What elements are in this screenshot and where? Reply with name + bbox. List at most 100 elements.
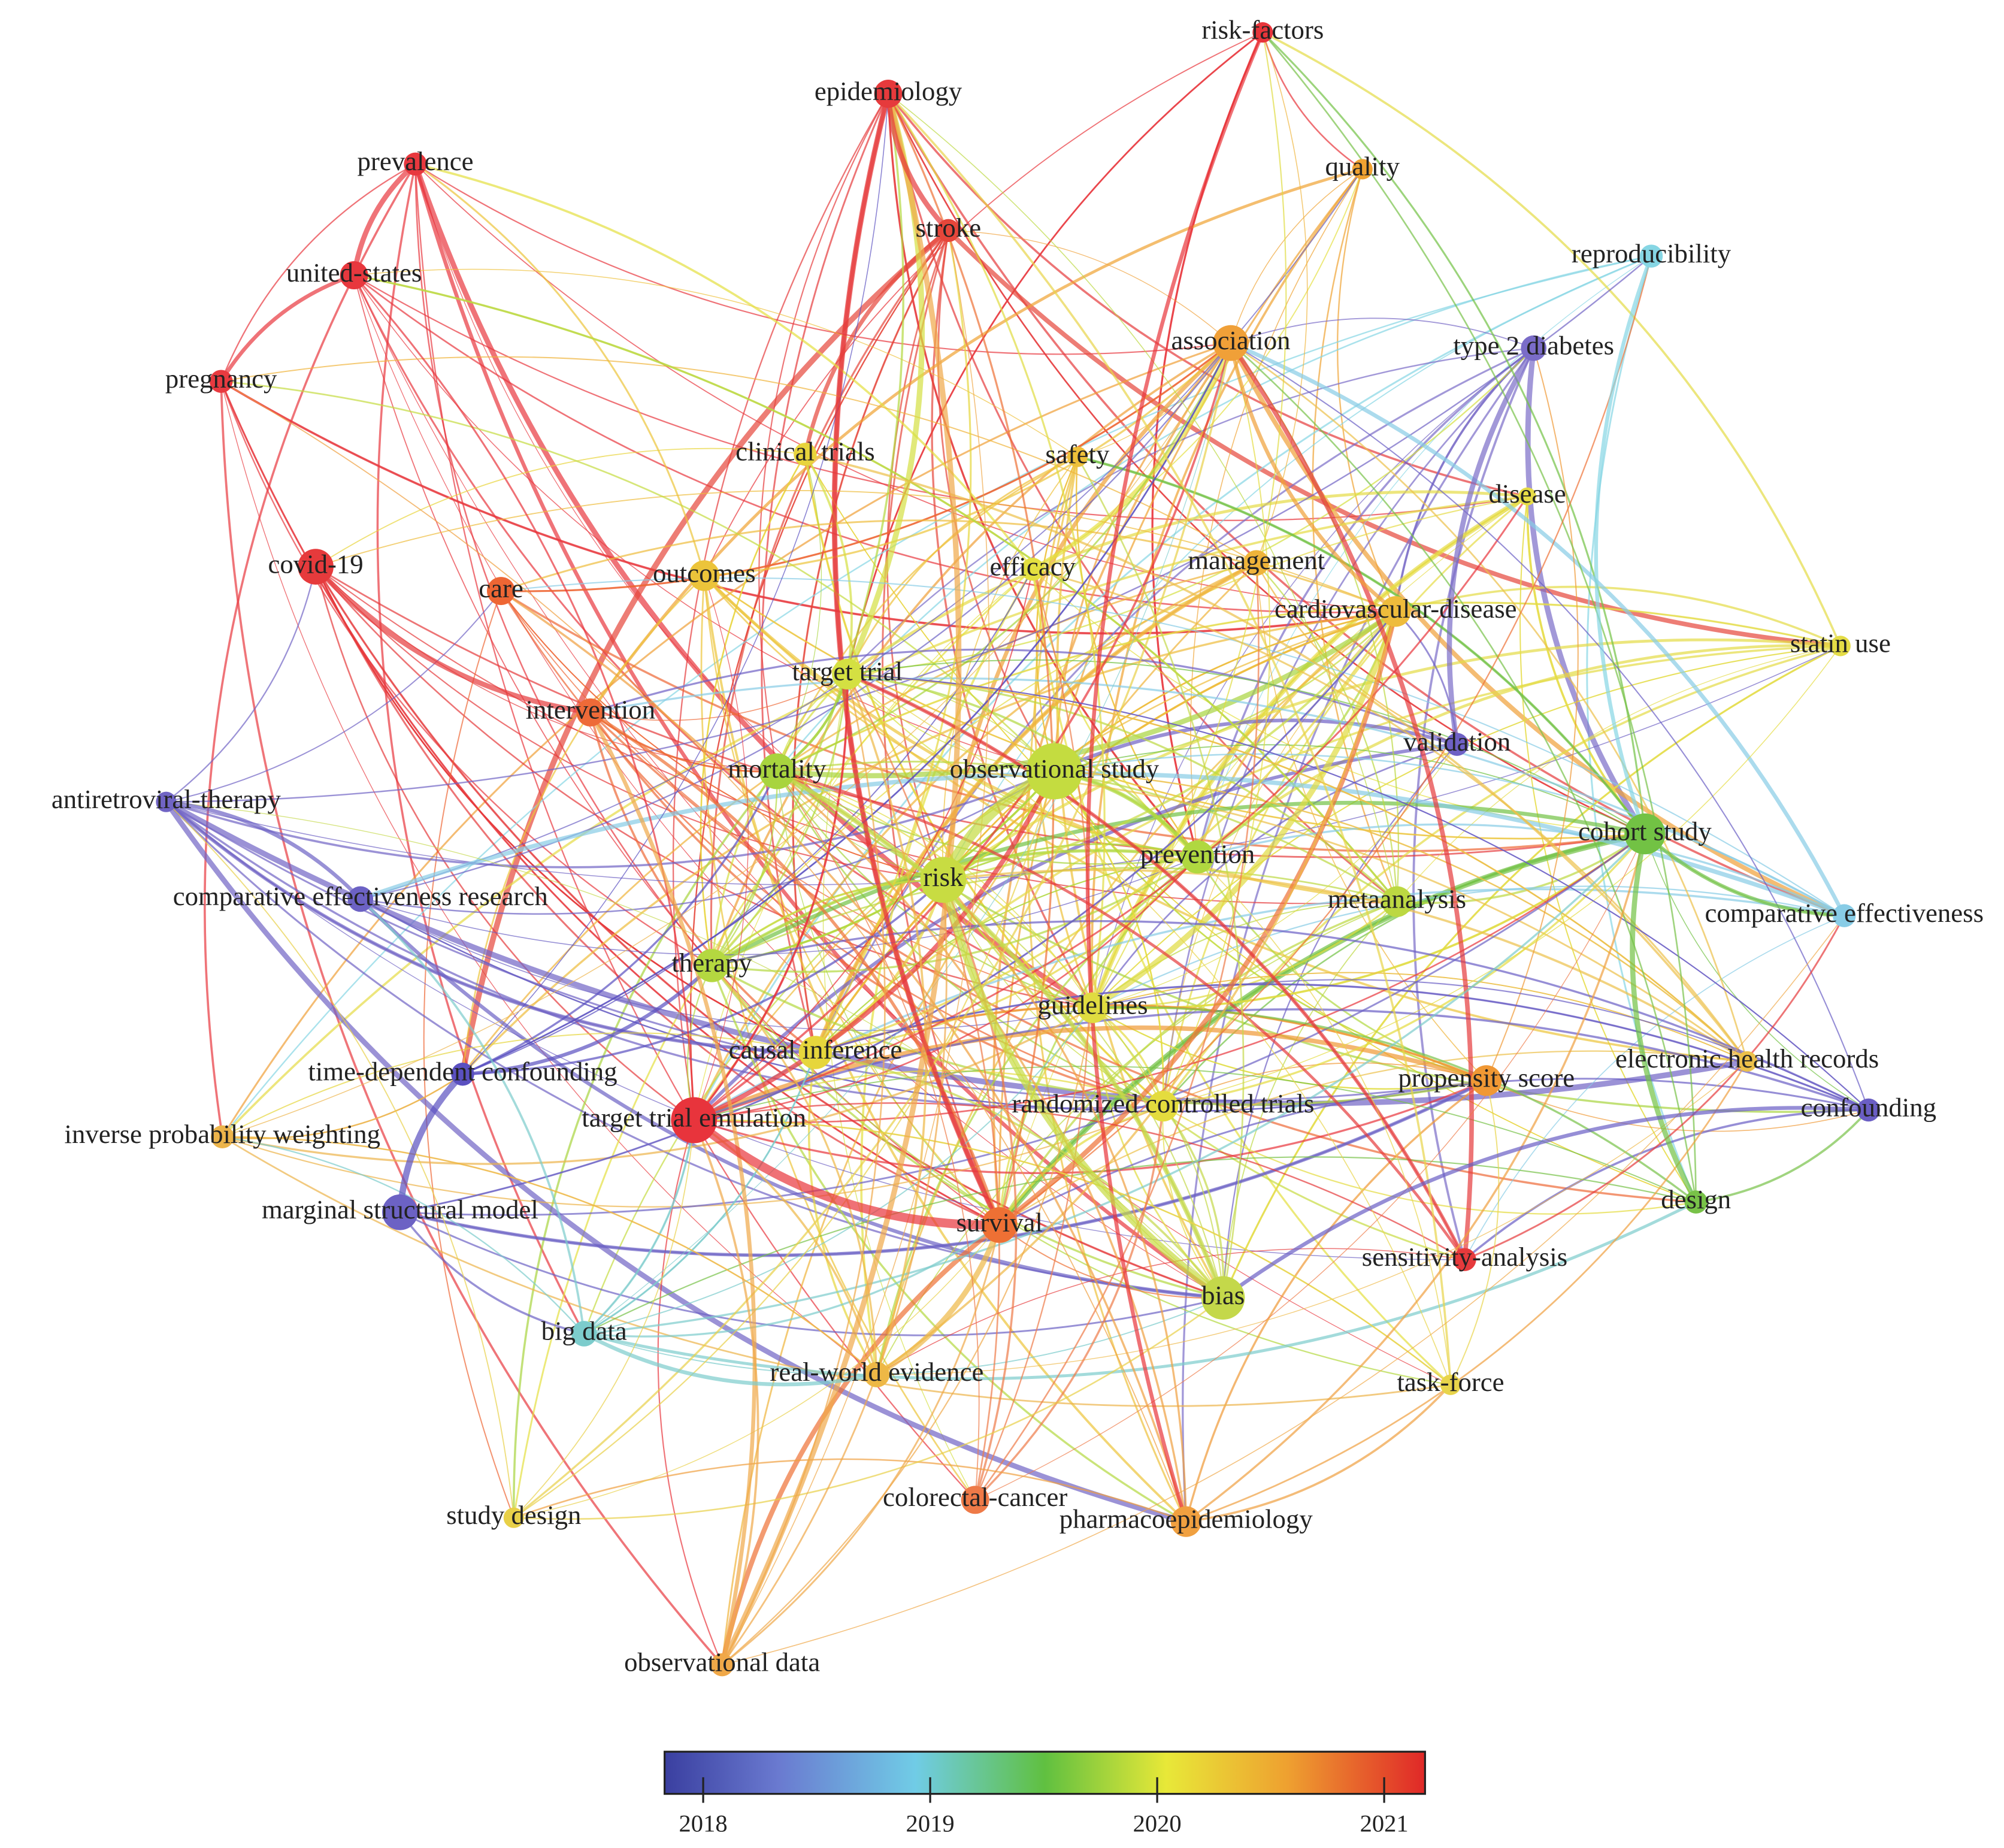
node (864, 1362, 890, 1388)
node-label: reproducibility (1572, 238, 1731, 268)
edge (360, 899, 1093, 1032)
edge (804, 453, 1696, 1203)
node-label: study design (446, 1500, 581, 1530)
edge (939, 879, 1225, 1301)
node-label: target trial emulation (582, 1102, 806, 1132)
node-label: design (1661, 1184, 1731, 1214)
edge (847, 673, 1748, 1062)
edge (1464, 915, 1845, 1261)
node-label: pregnancy (165, 364, 277, 394)
edge (204, 163, 417, 1138)
edge (588, 711, 757, 1665)
edge (777, 767, 1748, 1063)
edge (815, 856, 1198, 1054)
node (1521, 335, 1547, 361)
edge (943, 610, 1396, 881)
edge (590, 648, 1458, 746)
node (209, 370, 233, 393)
edge (1644, 833, 1869, 1111)
node-label: quality (1325, 152, 1400, 182)
edge (583, 343, 1231, 1334)
node-label: intervention (526, 695, 655, 725)
edge (1054, 770, 1487, 1082)
edge (1036, 456, 1078, 772)
edge (885, 93, 950, 232)
edge (887, 93, 1528, 498)
node-label: marginal structural model (262, 1194, 538, 1224)
edge (1230, 168, 1363, 343)
node (1352, 159, 1373, 180)
edge (423, 591, 514, 1519)
node (981, 1207, 1018, 1243)
edge (712, 920, 1869, 1111)
edge (1077, 343, 1231, 458)
edge (1162, 1106, 1224, 1299)
edge (396, 1072, 465, 1213)
node (1077, 992, 1109, 1023)
colorbar-gradient (664, 1750, 1426, 1795)
edge (999, 1050, 1748, 1226)
edge (847, 347, 1534, 675)
edge (942, 456, 1078, 880)
edge (711, 964, 878, 1375)
labels: risk-factors epidemiology prevalence united… (52, 14, 1984, 1677)
node (937, 219, 960, 243)
edge (399, 611, 1396, 1213)
edge (721, 879, 947, 1665)
node-label: comparative effectiveness (1705, 898, 1984, 928)
edge (776, 770, 980, 1500)
edges (164, 31, 1870, 1666)
edge (1091, 610, 1398, 1011)
node-label: outcomes (653, 558, 756, 588)
edge (942, 879, 1018, 1501)
edge (1092, 347, 1534, 1008)
node-label: epidemiology (815, 76, 962, 106)
edge (1228, 341, 1845, 918)
edge (1262, 32, 1697, 1202)
node (347, 886, 374, 912)
node-label: randomized controlled trials (1012, 1088, 1314, 1118)
edge (165, 801, 514, 1518)
node (340, 261, 368, 290)
node (1148, 1090, 1179, 1122)
edge (501, 577, 1845, 917)
node-label: metaanalysis (1328, 884, 1466, 914)
edge (692, 1120, 759, 1665)
colorbar-tick-label: 2021 (1360, 1810, 1409, 1837)
node (1518, 487, 1536, 506)
edge (166, 590, 502, 803)
edge (583, 1156, 1696, 1335)
edge (353, 275, 1055, 772)
edge (946, 229, 1841, 649)
node (1380, 596, 1411, 627)
node (961, 1486, 989, 1514)
edge (220, 380, 1396, 635)
edge (315, 490, 1396, 612)
edge (846, 32, 1264, 675)
edge (513, 771, 1055, 1519)
edge (722, 915, 1845, 1665)
node-label: covid-19 (268, 549, 363, 579)
edge (846, 673, 1000, 1501)
node (832, 658, 863, 689)
node (920, 857, 967, 903)
node-label: management (1188, 545, 1325, 575)
node (1639, 244, 1663, 268)
edge (703, 575, 1187, 1523)
edge (462, 575, 705, 1075)
edge (1032, 568, 1748, 1062)
edge (1228, 342, 1397, 613)
edge (710, 965, 1187, 1523)
edge (353, 275, 1224, 1299)
edge (700, 453, 806, 966)
edge (584, 833, 1646, 1335)
edge (513, 1297, 1224, 1520)
edge (711, 93, 904, 966)
edge (1185, 1079, 1487, 1522)
edge (589, 711, 1001, 1226)
edge (501, 342, 1231, 592)
edge (1464, 915, 1845, 1260)
node-label: propensity score (1398, 1063, 1575, 1093)
edge (1450, 1080, 1500, 1386)
